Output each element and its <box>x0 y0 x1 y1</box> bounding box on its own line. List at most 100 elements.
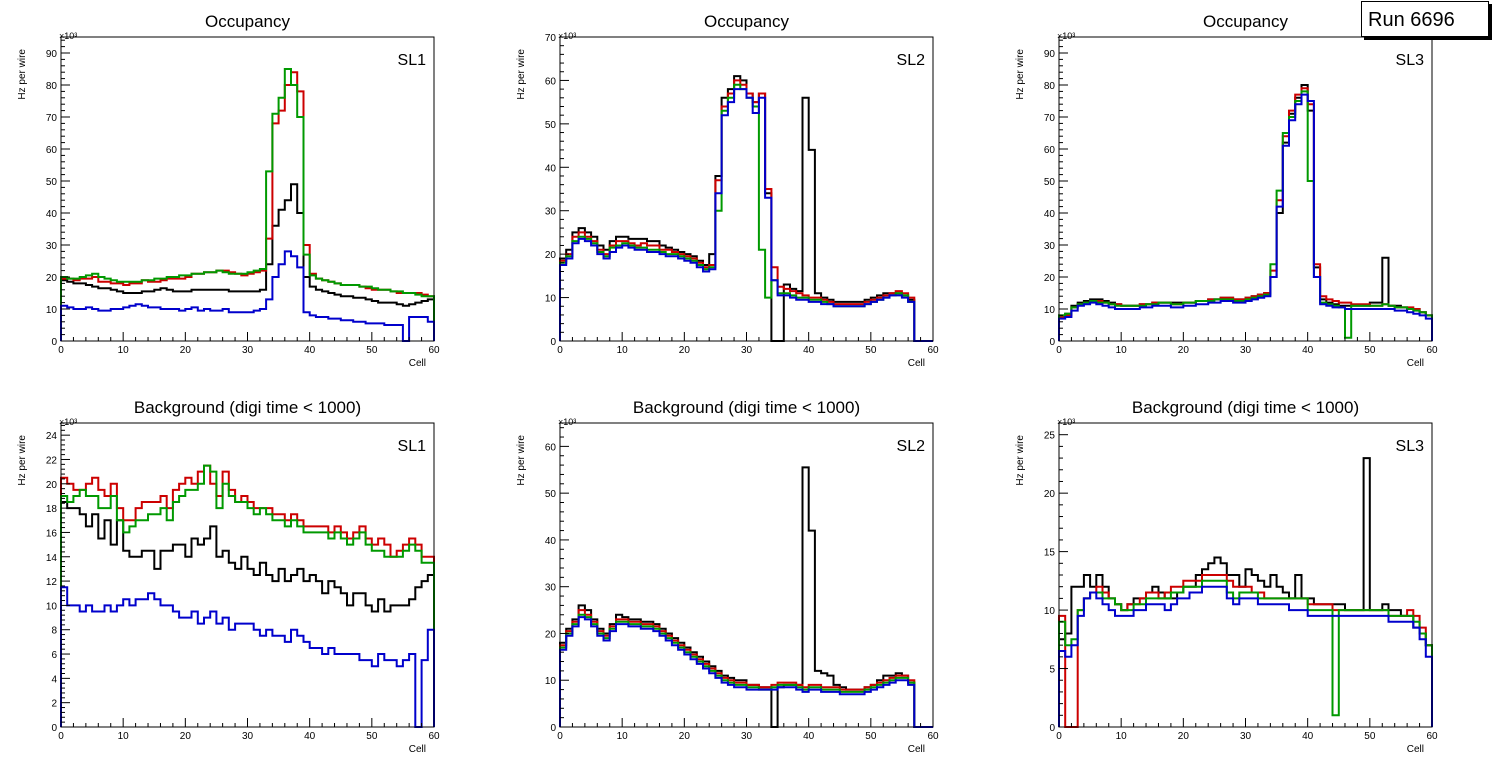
x-tick-label: 20 <box>180 731 192 742</box>
series-blue <box>559 88 933 342</box>
series-green <box>60 68 435 341</box>
y-exponent-label: ×10³ <box>1057 417 1075 427</box>
x-tick-label: 60 <box>927 731 939 742</box>
y-tick-label: 0 <box>1049 337 1055 348</box>
y-tick-label: 60 <box>1044 145 1056 156</box>
series-blue <box>1058 585 1433 727</box>
x-tick-label: 0 <box>557 731 563 742</box>
y-tick-label: 90 <box>46 49 58 60</box>
y-tick-label: 10 <box>1044 305 1056 316</box>
y-tick-label: 15 <box>1044 548 1056 559</box>
y-exponent-label: ×10³ <box>1057 31 1075 41</box>
y-tick-label: 16 <box>46 528 58 539</box>
x-tick-label: 30 <box>741 731 753 742</box>
y-tick-label: 50 <box>545 489 557 500</box>
chart-title: Background (digi time < 1000) <box>1132 398 1359 417</box>
x-tick-label: 40 <box>1302 345 1314 356</box>
x-tick-label: 60 <box>428 345 440 356</box>
x-tick-label: 60 <box>428 731 440 742</box>
y-tick-label: 90 <box>1044 49 1056 60</box>
chart-title: Occupancy <box>205 12 291 31</box>
x-tick-label: 0 <box>58 345 64 356</box>
y-tick-label: 70 <box>46 113 58 124</box>
x-tick-label: 50 <box>366 731 378 742</box>
y-tick-label: 30 <box>545 583 557 594</box>
chart-panel-3: Occupancy 0 10 20 30 40 50 60 0 10 20 30 40 50 60 70 80 9… <box>1015 12 1438 369</box>
run-label-box: Run 6696 <box>1361 1 1489 37</box>
series-blue <box>559 616 933 728</box>
x-tick-label: 10 <box>1116 731 1128 742</box>
y-tick-label: 10 <box>1044 606 1056 617</box>
x-tick-label: 30 <box>741 345 753 356</box>
x-tick-label: 60 <box>927 345 939 356</box>
y-tick-label: 18 <box>46 504 58 515</box>
series-green <box>1058 90 1433 341</box>
y-tick-label: 40 <box>1044 209 1056 220</box>
x-tick-label: 60 <box>1426 731 1438 742</box>
x-tick-label: 30 <box>1240 345 1252 356</box>
plot-frame <box>60 36 435 342</box>
y-tick-label: 5 <box>1049 665 1055 676</box>
y-tick-label: 20 <box>46 273 58 284</box>
x-tick-label: 20 <box>1178 731 1190 742</box>
y-tick-label: 70 <box>1044 113 1056 124</box>
x-tick-label: 20 <box>1178 345 1190 356</box>
superlayer-label: SL1 <box>398 52 427 69</box>
x-tick-label: 40 <box>304 345 316 356</box>
y-tick-label: 22 <box>46 455 58 466</box>
series-red <box>559 609 933 728</box>
x-axis-label: Cell <box>409 744 426 755</box>
x-tick-label: 40 <box>1302 731 1314 742</box>
chart-title: Occupancy <box>704 12 790 31</box>
y-tick-label: 2 <box>51 699 57 710</box>
x-tick-label: 0 <box>1056 345 1062 356</box>
y-tick-label: 60 <box>46 145 58 156</box>
x-axis-label: Cell <box>908 744 925 755</box>
series-black <box>60 501 435 727</box>
series-blue <box>60 250 435 342</box>
x-tick-label: 0 <box>58 731 64 742</box>
x-tick-label: 10 <box>118 345 130 356</box>
y-tick-label: 14 <box>46 553 58 564</box>
y-tick-label: 60 <box>545 442 557 453</box>
chart-panel-2: Occupancy 0 10 20 30 40 50 60 0 10 20 30 40 50 60 70 ×10… <box>516 12 939 369</box>
y-exponent-label: ×10³ <box>59 417 77 427</box>
x-tick-label: 10 <box>118 731 130 742</box>
y-axis-label: Hz per wire <box>1015 435 1026 486</box>
y-exponent-label: ×10³ <box>59 31 77 41</box>
superlayer-label: SL2 <box>897 52 926 69</box>
y-tick-label: 40 <box>46 209 58 220</box>
x-tick-label: 20 <box>679 345 691 356</box>
series-blue <box>60 586 435 728</box>
series-green <box>1058 579 1433 727</box>
y-exponent-label: ×10³ <box>558 417 576 427</box>
series-red <box>559 79 933 342</box>
y-tick-label: 6 <box>51 650 57 661</box>
y-tick-label: 20 <box>1044 273 1056 284</box>
x-tick-label: 20 <box>180 345 192 356</box>
y-tick-label: 50 <box>545 120 557 131</box>
y-tick-label: 30 <box>545 207 557 218</box>
chart-title: Occupancy <box>1203 12 1289 31</box>
y-tick-label: 50 <box>1044 177 1056 188</box>
y-tick-label: 10 <box>545 676 557 687</box>
y-tick-label: 70 <box>545 33 557 44</box>
y-tick-label: 24 <box>46 431 58 442</box>
chart-panel-4: Background (digi time < 1000)0 10 20 30 40 50… <box>17 398 440 755</box>
superlayer-label: SL3 <box>1396 438 1425 455</box>
superlayer-label: SL2 <box>897 438 926 455</box>
x-axis-label: Cell <box>908 358 925 369</box>
y-axis-label: Hz per wire <box>516 435 527 486</box>
x-tick-label: 30 <box>242 345 254 356</box>
x-tick-label: 30 <box>1240 731 1252 742</box>
chart-title: Background (digi time < 1000) <box>633 398 860 417</box>
x-tick-label: 50 <box>865 731 877 742</box>
plot-frame <box>60 422 435 728</box>
x-tick-label: 60 <box>1426 345 1438 356</box>
y-tick-label: 20 <box>46 480 58 491</box>
run-label: Run 6696 <box>1368 9 1455 31</box>
plot-frame <box>1058 36 1433 342</box>
x-tick-label: 40 <box>803 731 815 742</box>
x-tick-label: 0 <box>557 345 563 356</box>
